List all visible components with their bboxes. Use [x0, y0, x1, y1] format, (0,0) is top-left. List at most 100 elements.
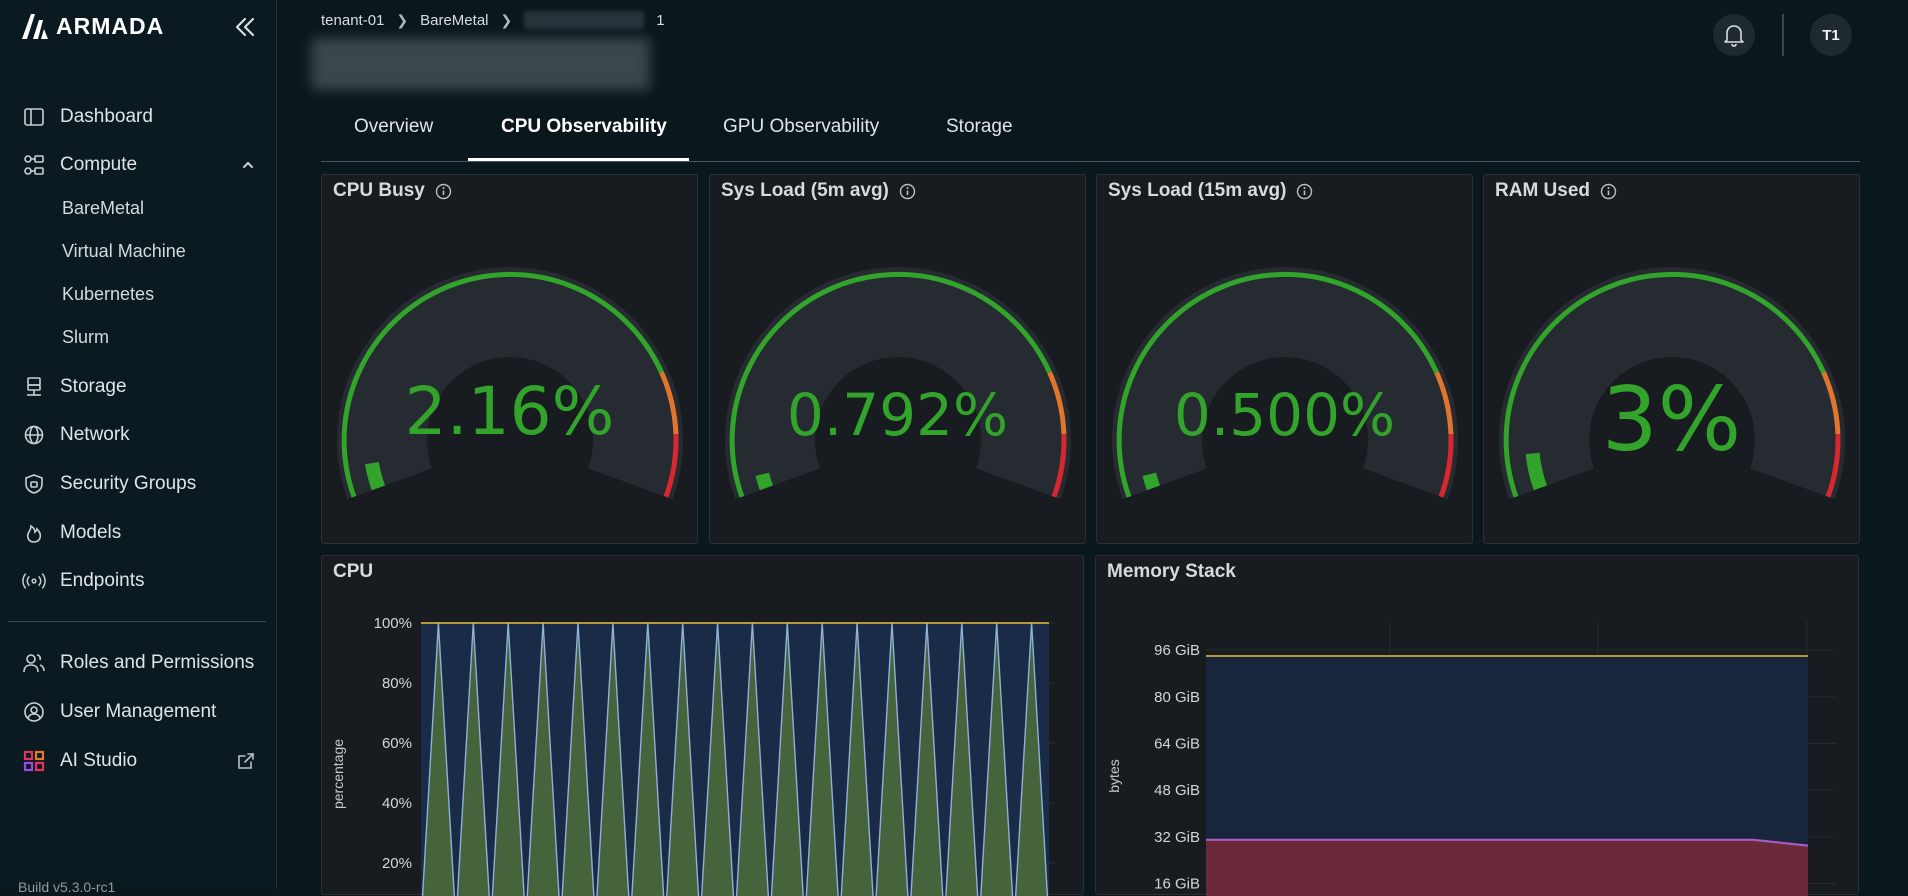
chevron-up-icon[interactable] [240, 157, 256, 173]
gauge-value: 0.792% [786, 381, 1009, 449]
gauge-threshold-red [663, 434, 679, 498]
y-axis-label: bytes [1106, 759, 1122, 792]
shield-icon [22, 472, 46, 496]
gauge-panel: Sys Load (15m avg) 0.500% [1096, 174, 1473, 544]
gauge-value: 3% [1601, 368, 1742, 471]
sidebar-item-storage[interactable]: Storage [22, 372, 127, 402]
panel-title: Memory Stack [1107, 561, 1236, 582]
sidebar-item-label: Network [60, 424, 130, 445]
users-icon [22, 651, 46, 675]
sidebar-item-models[interactable]: Models [22, 518, 121, 548]
tab-storage[interactable]: Storage [946, 116, 1013, 137]
y-tick-label: 32 GiB [1154, 829, 1200, 846]
series-area-total [1206, 656, 1808, 896]
gauge-value-fill [364, 461, 386, 491]
sidebar-item-label: Endpoints [60, 570, 145, 591]
info-icon[interactable] [1600, 183, 1617, 200]
notifications-button[interactable] [1713, 14, 1755, 56]
logo[interactable]: ARMADA [20, 12, 164, 40]
build-version: Build v5.3.0-rc1 [18, 879, 116, 895]
gauge-threshold-red [1825, 434, 1841, 498]
logo-text: ARMADA [56, 12, 165, 39]
sidebar-item-label: Compute [60, 154, 138, 175]
gauge-threshold-orange [1821, 371, 1841, 435]
sidebar-item-ai-studio[interactable]: AI Studio [22, 746, 137, 776]
sidebar: ARMADA Dashboard Compute BareMetal Virtu… [0, 0, 277, 895]
avatar[interactable]: T1 [1810, 14, 1852, 56]
storage-icon [22, 375, 46, 399]
y-tick-label: 48 GiB [1154, 782, 1200, 799]
panel-title: CPU Busy [333, 180, 452, 202]
gauge-threshold-red [1051, 434, 1067, 498]
gauge-panel: Sys Load (5m avg) 0.792% [709, 174, 1086, 544]
y-axis-label: percentage [330, 739, 346, 809]
sidebar-item-label: AI Studio [60, 750, 138, 771]
sidebar-item-network[interactable]: Network [22, 420, 130, 450]
gauge [337, 267, 683, 500]
panel-title-text: CPU Busy [333, 180, 425, 201]
breadcrumb-item[interactable]: tenant-01 [321, 11, 385, 29]
gauge-track [1112, 267, 1458, 500]
breadcrumb-item[interactable]: BareMetal [420, 11, 489, 29]
gauge-track [1499, 267, 1845, 500]
external-link-icon[interactable] [236, 751, 256, 771]
series-area-used [1206, 839, 1808, 896]
sidebar-subitem-slurm[interactable]: Slurm [62, 327, 110, 347]
gauge-panel: CPU Busy 2.16% [321, 174, 698, 544]
memory-stack-chart: 96 GiB 80 GiB 64 GiB 48 GiB 32 GiB 16 GiB byte… [1106, 621, 1836, 896]
sidebar-divider [8, 621, 266, 622]
bell-icon [1724, 25, 1744, 47]
gauge-threshold-green [341, 271, 664, 498]
info-icon[interactable] [435, 183, 452, 200]
gauge-value-fill [1525, 452, 1548, 491]
gauge-value-fill [755, 472, 774, 491]
sidebar-item-dashboard[interactable]: Dashboard [22, 102, 153, 132]
sidebar-item-roles-and-permissions[interactable]: Roles and Permissions [22, 648, 254, 678]
sidebar-item-user-management[interactable]: User Management [22, 697, 216, 727]
gauge-track [725, 267, 1071, 500]
gauge-panel: RAM Used 3% [1483, 174, 1860, 544]
collapse-sidebar-icon[interactable] [232, 14, 258, 40]
gauge-value-fill [1142, 472, 1161, 491]
sidebar-item-endpoints[interactable]: Endpoints [22, 566, 145, 596]
y-tick-label: 60% [382, 735, 412, 752]
sidebar-item-security-groups[interactable]: Security Groups [22, 469, 196, 499]
panel-title: Sys Load (15m avg) [1108, 180, 1313, 202]
info-icon[interactable] [1296, 183, 1313, 200]
series-line-used [1206, 838, 1809, 847]
panel-title-text: Sys Load (15m avg) [1108, 180, 1287, 201]
globe-icon [22, 423, 46, 447]
tab-gpu-observability[interactable]: GPU Observability [723, 116, 880, 137]
y-tick-label: 80 GiB [1154, 689, 1200, 706]
panel-title: CPU [333, 561, 374, 582]
sidebar-item-compute[interactable]: Compute [22, 150, 137, 180]
memory-chart-panel: Memory Stack 96 GiB 80 GiB 64 GiB 48 GiB 32 … [1095, 555, 1859, 896]
page-title-redacted [311, 38, 650, 90]
series-area-busy [422, 623, 1048, 896]
sidebar-item-label: Models [60, 522, 122, 543]
y-tick-label: 80% [382, 675, 412, 692]
info-icon[interactable] [899, 183, 916, 200]
gauge [725, 267, 1071, 500]
header-divider [1782, 14, 1784, 56]
cpu-chart: 100% 80% 60% 40% 20% percentage [330, 615, 1055, 896]
chevron-right-icon: ❯ [396, 11, 409, 28]
cpu-chart-panel: CPU 100% 80% 60% 40% 20% percentage [321, 555, 1084, 896]
breadcrumb: tenant-01 ❯ BareMetal ❯ 1 [321, 11, 665, 29]
dashboard-icon [22, 105, 46, 129]
gauge-threshold-orange [659, 371, 679, 435]
gauge-track [337, 267, 683, 500]
sidebar-subitem-virtual-machine[interactable]: Virtual Machine [62, 241, 186, 261]
gauge-value: 0.500% [1173, 381, 1396, 449]
tab-cpu-observability[interactable]: CPU Observability [501, 116, 667, 137]
tab-overview[interactable]: Overview [354, 116, 434, 137]
sidebar-subitem-baremetal[interactable]: BareMetal [62, 198, 145, 218]
sidebar-item-label: Security Groups [60, 473, 197, 494]
y-tick-label: 64 GiB [1154, 736, 1200, 753]
broadcast-icon [22, 569, 46, 593]
sidebar-item-label: User Management [60, 701, 217, 722]
grid-icon [22, 749, 46, 773]
breadcrumb-item: 1 [656, 11, 665, 29]
panel-title-text: Sys Load (5m avg) [721, 180, 889, 201]
sidebar-subitem-kubernetes[interactable]: Kubernetes [62, 284, 155, 304]
